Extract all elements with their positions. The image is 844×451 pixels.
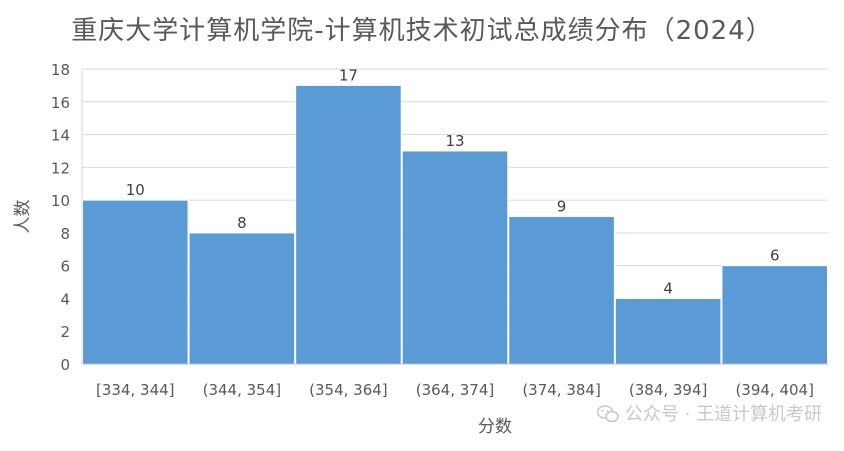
data-label: 6 bbox=[770, 247, 780, 265]
x-tick-label: (364, 374] bbox=[416, 381, 495, 399]
bar bbox=[614, 297, 722, 365]
wechat-icon bbox=[596, 405, 619, 423]
bar bbox=[508, 216, 615, 365]
y-tick-label: 0 bbox=[60, 356, 70, 374]
bar bbox=[721, 265, 829, 365]
x-tick-label: (384, 394] bbox=[629, 381, 708, 399]
y-tick-label: 8 bbox=[60, 225, 70, 243]
x-tick-label: (354, 364] bbox=[309, 381, 388, 399]
x-tick-label: (374, 384] bbox=[522, 381, 601, 399]
y-tick-label: 14 bbox=[51, 127, 70, 145]
y-tick-label: 4 bbox=[60, 290, 70, 308]
bar bbox=[188, 232, 296, 365]
y-tick-label: 6 bbox=[60, 258, 70, 276]
watermark-text: 公众号 · 王道计算机考研 bbox=[624, 404, 822, 425]
y-tick-label: 2 bbox=[60, 323, 70, 341]
y-tick-label: 12 bbox=[51, 159, 70, 177]
data-label: 13 bbox=[445, 132, 464, 150]
y-tick-label: 10 bbox=[51, 192, 70, 210]
x-tick-label: [334, 344] bbox=[96, 381, 175, 399]
x-tick-label: (394, 404] bbox=[735, 381, 814, 399]
bar bbox=[82, 199, 189, 365]
x-axis-title: 分数 bbox=[478, 417, 512, 437]
bar bbox=[401, 150, 509, 365]
x-tick-label: (344, 354] bbox=[203, 381, 282, 399]
data-label: 4 bbox=[663, 279, 673, 297]
bar bbox=[295, 84, 402, 365]
data-label: 8 bbox=[237, 214, 247, 232]
y-tick-label: 16 bbox=[51, 94, 70, 112]
data-label: 17 bbox=[339, 66, 358, 84]
data-label: 10 bbox=[126, 181, 145, 199]
y-tick-label: 18 bbox=[51, 61, 70, 79]
chart-title: 重庆大学计算机学院-计算机技术初试总成绩分布（2024） bbox=[71, 16, 773, 46]
watermark: 公众号 · 王道计算机考研 bbox=[596, 400, 822, 426]
y-axis-title: 人数 bbox=[13, 200, 33, 234]
data-label: 9 bbox=[557, 198, 567, 216]
